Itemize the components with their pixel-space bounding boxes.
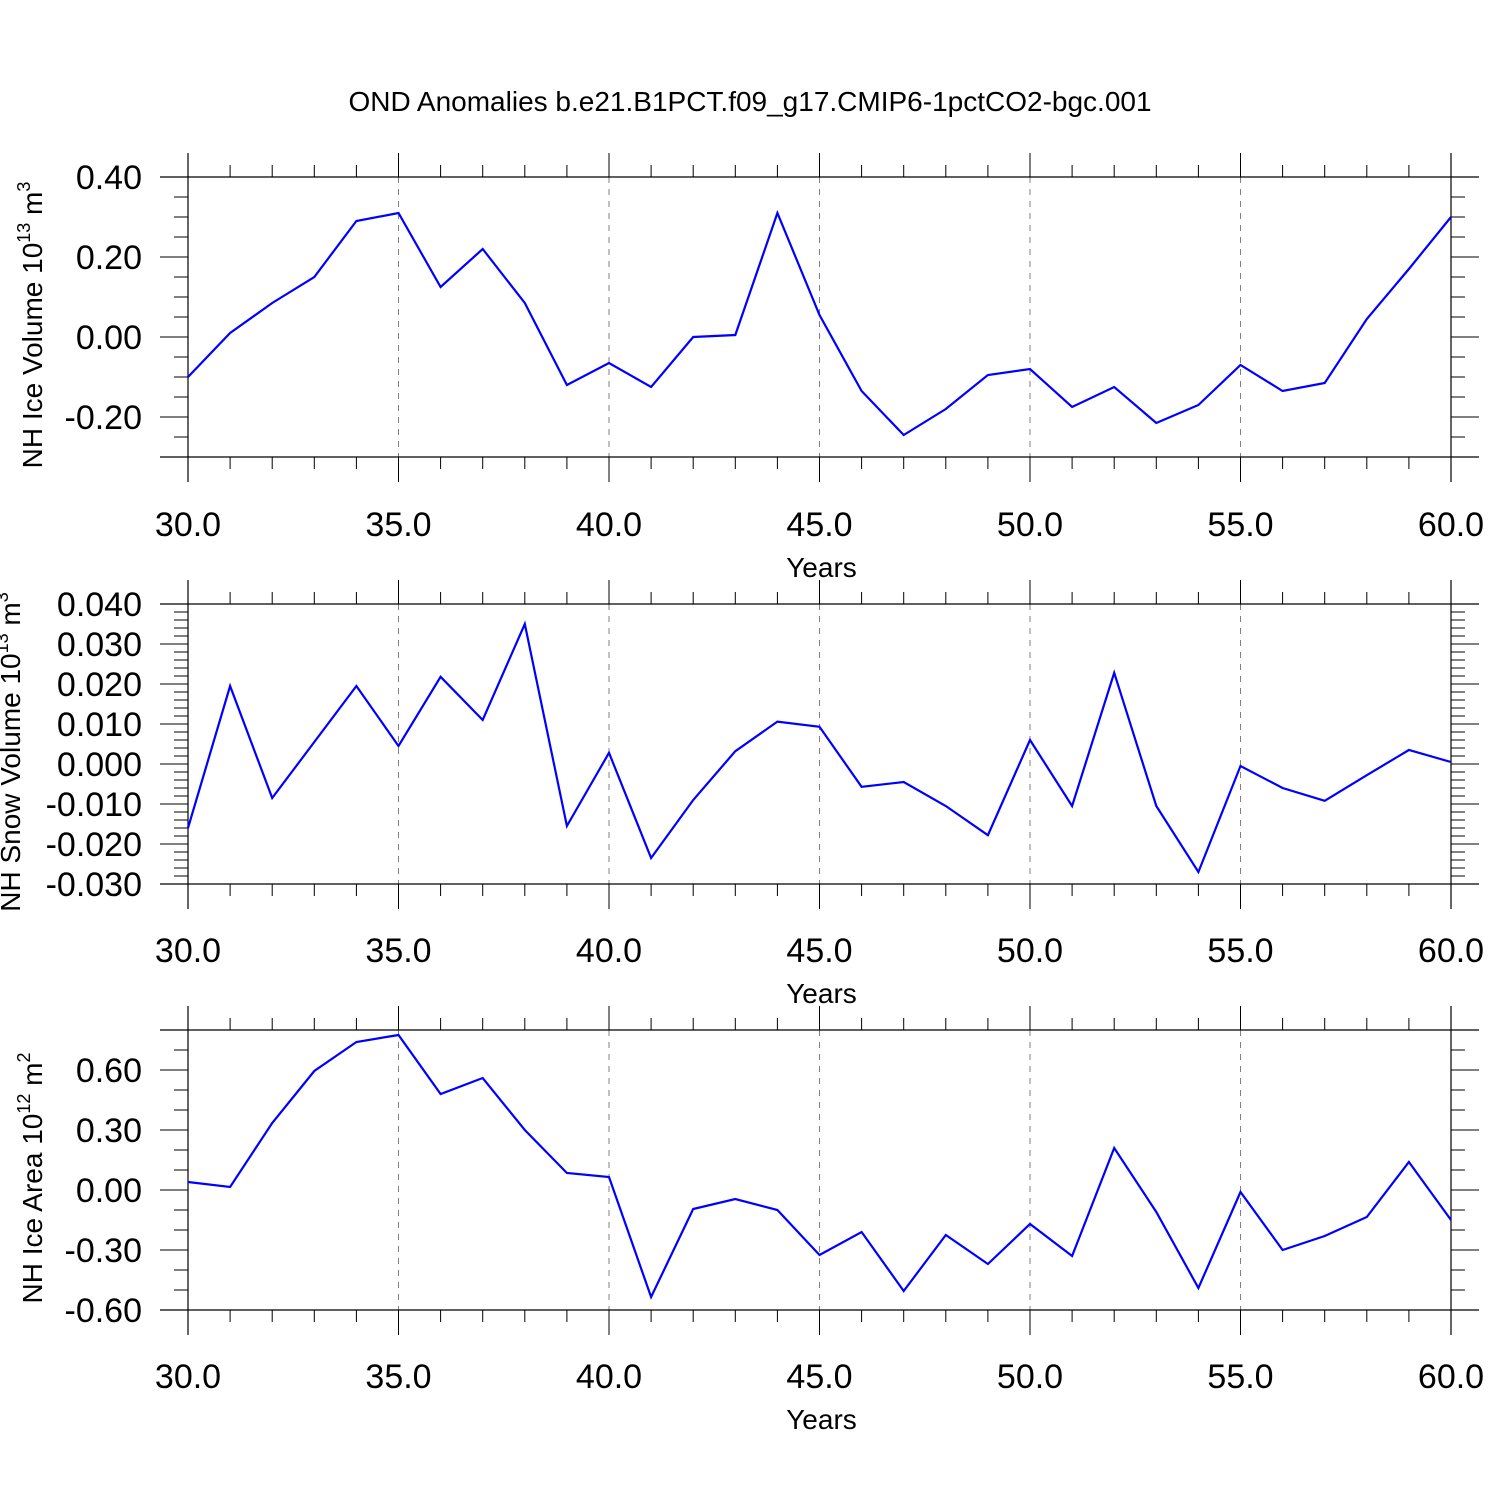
y-axis-title-text: NH Snow Volume 10 xyxy=(0,653,26,911)
y-axis-title-unit: m xyxy=(17,192,48,223)
y-tick-label: -0.030 xyxy=(46,866,142,904)
y-tick-label: -0.010 xyxy=(46,786,142,824)
y-tick-label: 0.30 xyxy=(76,1112,142,1150)
x-axis-title: Years xyxy=(786,978,857,1009)
x-tick-label: 40.0 xyxy=(576,932,642,970)
y-axis-title: NH Ice Volume 1013 m3 xyxy=(14,182,48,469)
x-tick-label: 60.0 xyxy=(1418,1358,1484,1396)
y-tick-label: 0.00 xyxy=(76,1172,142,1210)
y-axis-title-exponent: 13 xyxy=(14,223,34,243)
y-tick-label: 0.60 xyxy=(76,1052,142,1090)
y-tick-label: 0.040 xyxy=(57,586,142,624)
x-tick-label: 40.0 xyxy=(576,1358,642,1396)
x-tick-label: 55.0 xyxy=(1207,506,1273,544)
y-axis-title-unit-exponent: 3 xyxy=(0,592,12,602)
x-tick-label: 45.0 xyxy=(786,506,852,544)
x-tick-label: 60.0 xyxy=(1418,506,1484,544)
x-tick-label: 35.0 xyxy=(365,506,431,544)
ice-area-panel: -0.60 -0.30 0.00 0.30 0.60 30.0 35.0 40.0 45.0 50… xyxy=(14,1006,1484,1435)
y-axis-title-exponent: 12 xyxy=(14,1094,34,1114)
page-title: OND Anomalies b.e21.B1PCT.f09_g17.CMIP6-… xyxy=(348,86,1152,117)
y-axis-title-unit: m xyxy=(17,1063,48,1094)
y-tick-label: -0.30 xyxy=(65,1232,143,1270)
x-tick-label: 45.0 xyxy=(786,1358,852,1396)
snow-volume-panel: -0.030-0.020-0.0100.0000.0100.0200.0300.… xyxy=(0,580,1484,1009)
y-axis-title-unit-exponent: 3 xyxy=(14,182,34,192)
y-axis-title-unit-exponent: 2 xyxy=(14,1052,34,1062)
y-tick-label: -0.020 xyxy=(46,826,142,864)
x-tick-label: 35.0 xyxy=(365,932,431,970)
x-tick-label: 60.0 xyxy=(1418,932,1484,970)
y-axis-title: NH Snow Volume 1013 m3 xyxy=(0,592,26,912)
ice-volume-panel: -0.20 0.00 0.20 0.40 30.0 35.0 40.0 45.0 50.0 55.… xyxy=(14,153,1484,583)
y-tick-label: 0.030 xyxy=(57,626,142,664)
y-axis-title: NH Ice Area 1012 m2 xyxy=(14,1052,48,1303)
x-tick-label: 30.0 xyxy=(155,1358,221,1396)
x-tick-label: 50.0 xyxy=(997,1358,1063,1396)
y-axis-title-text: NH Ice Area 10 xyxy=(17,1114,48,1304)
x-tick-label: 55.0 xyxy=(1207,1358,1273,1396)
y-tick-label: 0.000 xyxy=(57,746,142,784)
y-tick-label: 0.00 xyxy=(76,319,142,357)
y-tick-label: 0.20 xyxy=(76,239,142,277)
y-tick-label: 0.40 xyxy=(76,159,142,197)
x-tick-label: 40.0 xyxy=(576,506,642,544)
x-tick-label: 30.0 xyxy=(155,506,221,544)
x-tick-label: 35.0 xyxy=(365,1358,431,1396)
x-tick-label: 45.0 xyxy=(786,932,852,970)
y-axis-title-text: NH Ice Volume 10 xyxy=(17,243,48,469)
x-tick-label: 55.0 xyxy=(1207,932,1273,970)
x-axis-title: Years xyxy=(786,552,857,583)
y-axis-title-unit: m xyxy=(0,602,26,633)
y-tick-label: 0.010 xyxy=(57,706,142,744)
y-axis-title-exponent: 13 xyxy=(0,633,12,653)
y-tick-label: 0.020 xyxy=(57,666,142,704)
y-tick-label: -0.20 xyxy=(65,399,143,437)
x-axis-title: Years xyxy=(786,1404,857,1435)
x-tick-label: 50.0 xyxy=(997,932,1063,970)
x-tick-label: 50.0 xyxy=(997,506,1063,544)
y-tick-label: -0.60 xyxy=(65,1292,143,1330)
x-tick-label: 30.0 xyxy=(155,932,221,970)
